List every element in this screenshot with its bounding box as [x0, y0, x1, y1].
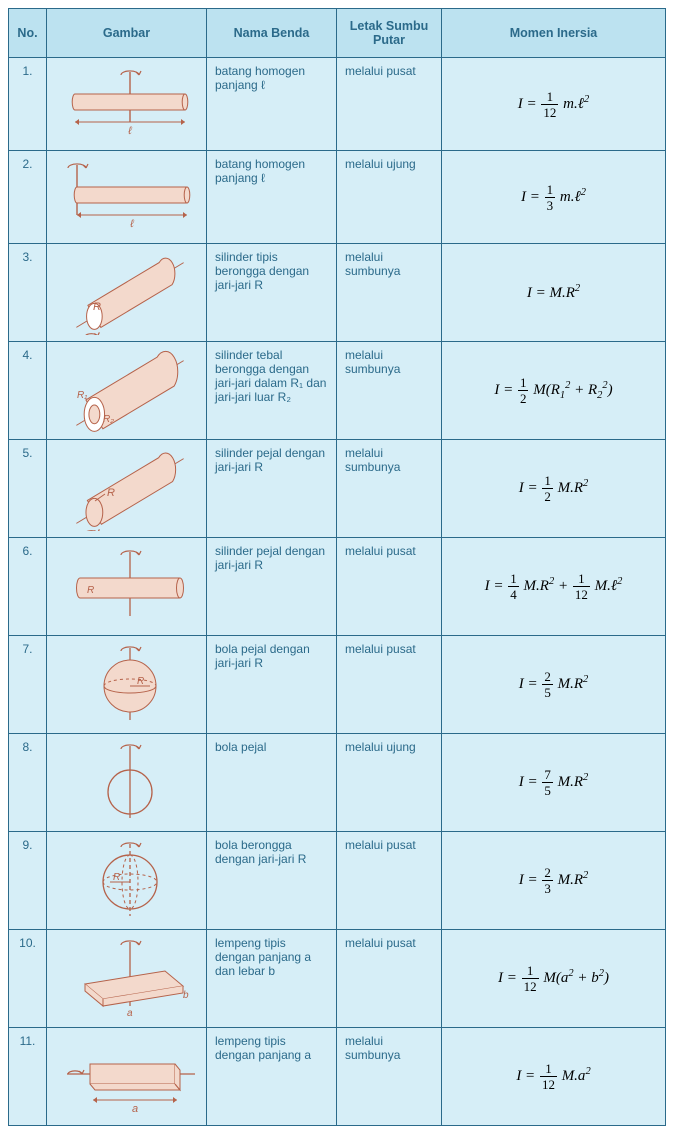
cell-no: 4. — [9, 342, 47, 440]
diagram-cyl-perp-icon: R — [55, 544, 205, 629]
cell-letak: melalui sumbunya — [337, 342, 442, 440]
cell-letak: melalui pusat — [337, 636, 442, 734]
cell-nama: batang homogen panjang ℓ — [207, 58, 337, 151]
cell-nama: bola berongga dengan jari-jari R — [207, 832, 337, 930]
cell-formula: I = 12 M(R12 + R22) — [442, 342, 666, 440]
cell-no: 10. — [9, 930, 47, 1028]
cell-no: 1. — [9, 58, 47, 151]
cell-nama: silinder tebal berongga dengan jari-jari… — [207, 342, 337, 440]
cell-nama: silinder tipis berongga dengan jari-jari… — [207, 244, 337, 342]
diagram-cyl-thick-icon: R₁ R₂ — [55, 348, 205, 433]
svg-text:R: R — [113, 872, 120, 883]
table-row: 7. R bola pejal dengan jari-jari R melal… — [9, 636, 666, 734]
cell-nama: bola pejal dengan jari-jari R — [207, 636, 337, 734]
cell-no: 8. — [9, 734, 47, 832]
cell-no: 2. — [9, 151, 47, 244]
cell-nama: lempeng tipis dengan panjang a dan lebar… — [207, 930, 337, 1028]
cell-letak: melalui ujung — [337, 734, 442, 832]
cell-formula: I = 13 m.ℓ2 — [442, 151, 666, 244]
header-gambar: Gambar — [47, 9, 207, 58]
svg-text:R₁: R₁ — [77, 390, 87, 401]
diagram-plate-axis-icon: a — [55, 1034, 205, 1119]
cell-gambar: a — [47, 1028, 207, 1126]
diagram-cyl-thin-icon: R — [55, 250, 205, 335]
diagram-plate-center-icon: a b — [55, 936, 205, 1021]
svg-text:ℓ: ℓ — [127, 125, 132, 137]
cell-nama: batang homogen panjang ℓ — [207, 151, 337, 244]
cell-letak: melalui sumbunya — [337, 440, 442, 538]
cell-formula: I = M.R2 — [442, 244, 666, 342]
cell-letak: melalui sumbunya — [337, 244, 442, 342]
cell-gambar: R₁ R₂ — [47, 342, 207, 440]
cell-gambar: R — [47, 538, 207, 636]
cell-letak: melalui sumbunya — [337, 1028, 442, 1126]
cell-no: 3. — [9, 244, 47, 342]
cell-gambar: R — [47, 636, 207, 734]
cell-no: 5. — [9, 440, 47, 538]
cell-gambar — [47, 734, 207, 832]
cell-formula: I = 23 M.R2 — [442, 832, 666, 930]
cell-gambar: ℓ — [47, 151, 207, 244]
header-momen: Momen Inersia — [442, 9, 666, 58]
cell-no: 6. — [9, 538, 47, 636]
cell-formula: I = 112 m.ℓ2 — [442, 58, 666, 151]
header-nama: Nama Benda — [207, 9, 337, 58]
diagram-sphere-hollow-icon: R — [55, 838, 205, 923]
diagram-rod-end-icon: ℓ — [55, 157, 205, 237]
cell-formula: I = 75 M.R2 — [442, 734, 666, 832]
cell-gambar: R — [47, 244, 207, 342]
cell-formula: I = 112 M(a2 + b2) — [442, 930, 666, 1028]
diagram-cyl-solid-icon: R — [55, 446, 205, 531]
table-row: 10. a b lempeng tipis dengan panjang a d… — [9, 930, 666, 1028]
svg-text:a: a — [127, 1008, 133, 1019]
inertia-table: No. Gambar Nama Benda Letak Sumbu Putar … — [8, 8, 666, 1126]
table-row: 6. R silinder pejal dengan jari-jari R m… — [9, 538, 666, 636]
cell-gambar: ℓ — [47, 58, 207, 151]
cell-nama: silinder pejal dengan jari-jari R — [207, 538, 337, 636]
svg-text:R₂: R₂ — [103, 414, 114, 425]
table-row: 4. R₁ R₂ silinder tebal berongga dengan … — [9, 342, 666, 440]
table-row: 1. ℓ batang homogen panjang ℓ melalui pu… — [9, 58, 666, 151]
cell-nama: bola pejal — [207, 734, 337, 832]
cell-formula: I = 12 M.R2 — [442, 440, 666, 538]
cell-letak: melalui pusat — [337, 930, 442, 1028]
table-row: 8. bola pejal melalui ujung I = 75 M.R2 — [9, 734, 666, 832]
table-row: 9. R bola berongga dengan jari-jari R me… — [9, 832, 666, 930]
cell-letak: melalui pusat — [337, 58, 442, 151]
diagram-sphere-edge-icon — [55, 740, 205, 825]
svg-text:R: R — [87, 585, 94, 596]
cell-no: 7. — [9, 636, 47, 734]
header-no: No. — [9, 9, 47, 58]
cell-letak: melalui ujung — [337, 151, 442, 244]
cell-no: 11. — [9, 1028, 47, 1126]
cell-gambar: R — [47, 440, 207, 538]
svg-text:R: R — [137, 676, 144, 687]
svg-text:ℓ: ℓ — [129, 218, 134, 230]
cell-formula: I = 25 M.R2 — [442, 636, 666, 734]
cell-no: 9. — [9, 832, 47, 930]
table-row: 3. R silinder tipis berongga dengan jari… — [9, 244, 666, 342]
table-row: 2. ℓ batang homogen panjang ℓ melalui uj… — [9, 151, 666, 244]
table-row: 5. R silinder pejal dengan jari-jari R m… — [9, 440, 666, 538]
diagram-rod-center-icon: ℓ — [55, 64, 205, 144]
cell-letak: melalui pusat — [337, 538, 442, 636]
cell-gambar: R — [47, 832, 207, 930]
svg-text:b: b — [183, 990, 189, 1001]
diagram-sphere-solid-icon: R — [55, 642, 205, 727]
svg-text:R: R — [93, 301, 101, 313]
cell-nama: silinder pejal dengan jari-jari R — [207, 440, 337, 538]
svg-text:a: a — [132, 1103, 138, 1115]
cell-formula: I = 112 M.a2 — [442, 1028, 666, 1126]
header-letak: Letak Sumbu Putar — [337, 9, 442, 58]
cell-letak: melalui pusat — [337, 832, 442, 930]
svg-text:R: R — [107, 487, 115, 499]
table-row: 11. a lempeng tipis dengan panjang a mel… — [9, 1028, 666, 1126]
cell-formula: I = 14 M.R2 + 112 M.ℓ2 — [442, 538, 666, 636]
cell-nama: lempeng tipis dengan panjang a — [207, 1028, 337, 1126]
cell-gambar: a b — [47, 930, 207, 1028]
